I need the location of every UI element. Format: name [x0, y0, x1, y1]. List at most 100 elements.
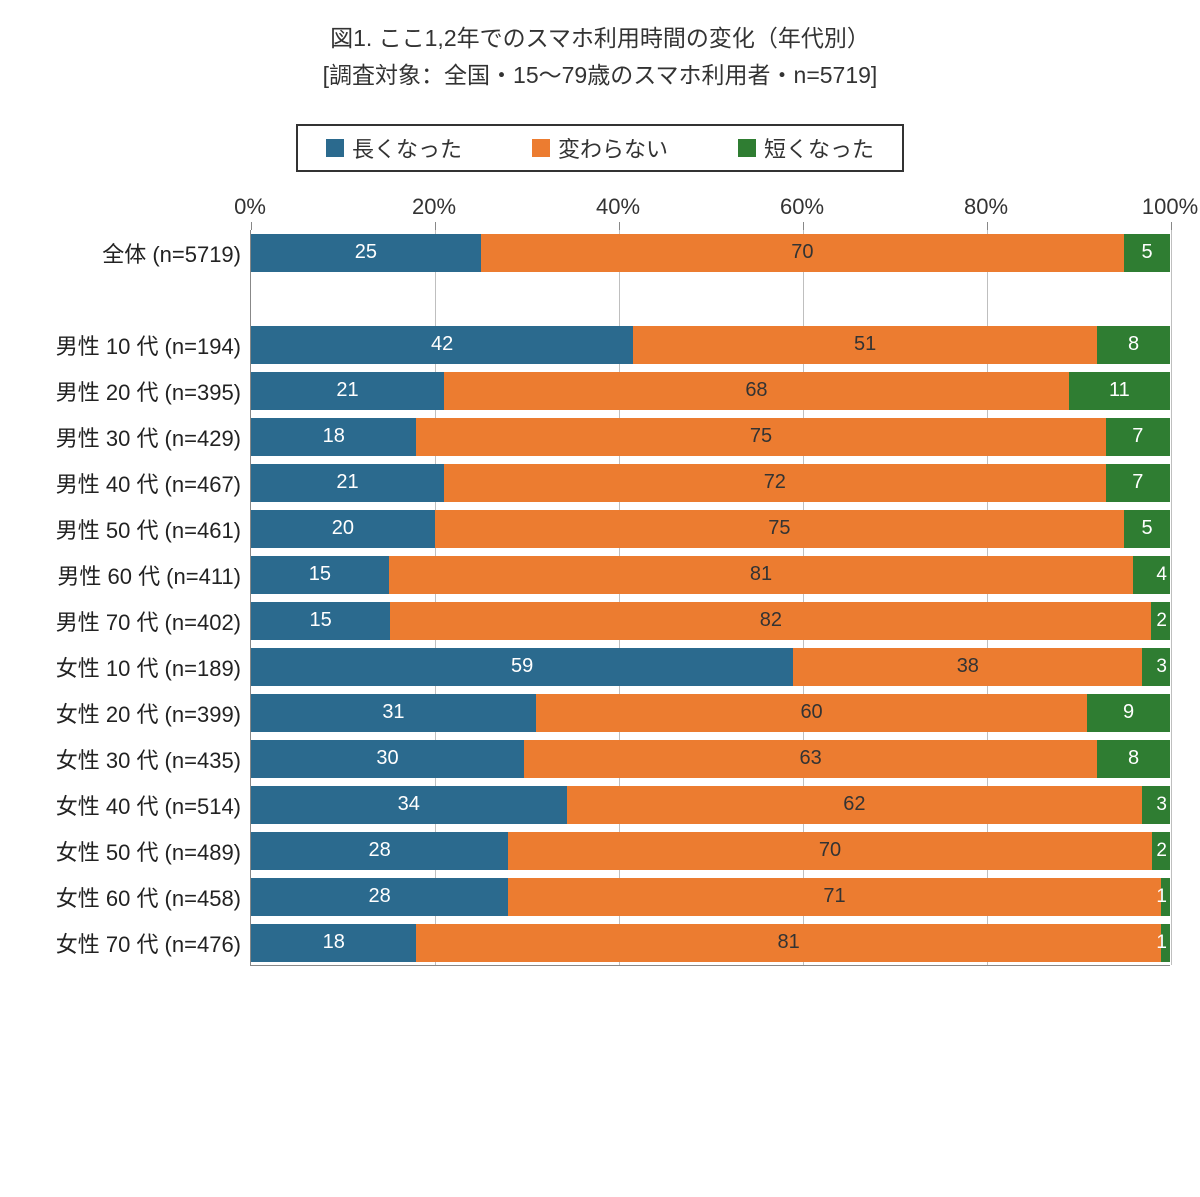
bar-segment: 2: [1151, 602, 1170, 640]
stacked-bar: 18811: [251, 924, 1170, 962]
bar-row: 女性 70 代 (n=476)18811: [251, 920, 1170, 966]
bar-row: 男性 60 代 (n=411)15814: [251, 552, 1170, 598]
bar-row: 女性 10 代 (n=189)59383: [251, 644, 1170, 690]
x-tick-label: 40%: [596, 194, 640, 220]
stacked-bar: 31609: [251, 694, 1170, 732]
bar-row: 女性 60 代 (n=458)28711: [251, 874, 1170, 920]
row-label: 男性 40 代 (n=467): [31, 467, 251, 499]
bar-segment: 9: [1087, 694, 1170, 732]
bar-segment: 21: [251, 372, 444, 410]
bar-row: 男性 40 代 (n=467)21727: [251, 460, 1170, 506]
bar-segment: 4: [1133, 556, 1170, 594]
bar-row: 女性 30 代 (n=435)30638: [251, 736, 1170, 782]
bar-segment: 21: [251, 464, 444, 502]
row-label: 女性 10 代 (n=189): [31, 651, 251, 683]
bar-segment: 68: [444, 372, 1069, 410]
bar-segment: 81: [416, 924, 1160, 962]
bar-segment: 30: [251, 740, 524, 778]
stacked-bar: 59383: [251, 648, 1170, 686]
stacked-bar: 34623: [251, 786, 1170, 824]
bar-segment: 7: [1106, 418, 1170, 456]
bar-row: 男性 70 代 (n=402)15822: [251, 598, 1170, 644]
legend-swatch: [738, 139, 756, 157]
bar-segment: 38: [793, 648, 1142, 686]
x-tick-label: 80%: [964, 194, 1008, 220]
bar-segment: 28: [251, 878, 508, 916]
legend-swatch: [532, 139, 550, 157]
x-tick-label: 0%: [234, 194, 266, 220]
row-label: 男性 70 代 (n=402): [31, 605, 251, 637]
bar-segment: 1: [1161, 924, 1170, 962]
row-spacer: [251, 276, 1170, 322]
bar-segment: 75: [416, 418, 1105, 456]
bar-segment: 18: [251, 924, 416, 962]
bar-segment: 70: [508, 832, 1151, 870]
stacked-bar: 15814: [251, 556, 1170, 594]
bar-segment: 51: [633, 326, 1097, 364]
bar-segment: 82: [390, 602, 1151, 640]
x-tick-label: 100%: [1142, 194, 1198, 220]
tick-mark: [987, 222, 988, 230]
row-label: 男性 20 代 (n=395): [31, 375, 251, 407]
bar-segment: 1: [1161, 878, 1170, 916]
row-label: 男性 30 代 (n=429): [31, 421, 251, 453]
bar-segment: 15: [251, 556, 389, 594]
bar-segment: 8: [1097, 740, 1170, 778]
bar-segment: 34: [251, 786, 567, 824]
bar-segment: 31: [251, 694, 536, 732]
row-label: 女性 20 代 (n=399): [31, 697, 251, 729]
bar-segment: 42: [251, 326, 633, 364]
row-label: 女性 40 代 (n=514): [31, 789, 251, 821]
bar-row: 男性 50 代 (n=461)20755: [251, 506, 1170, 552]
stacked-bar: 18757: [251, 418, 1170, 456]
bar-segment: 63: [524, 740, 1097, 778]
tick-mark: [1171, 222, 1172, 230]
bar-segment: 7: [1106, 464, 1170, 502]
row-label: 男性 10 代 (n=194): [31, 329, 251, 361]
bar-segment: 8: [1097, 326, 1170, 364]
bar-segment: 70: [481, 234, 1124, 272]
stacked-bar: 42518: [251, 326, 1170, 364]
bar-segment: 15: [251, 602, 390, 640]
bar-segment: 3: [1142, 786, 1170, 824]
legend-label: 短くなった: [764, 132, 874, 164]
gridline: [1171, 230, 1172, 965]
bar-segment: 62: [567, 786, 1143, 824]
bar-segment: 28: [251, 832, 508, 870]
chart-titles: 図1. ここ1,2年でのスマホ利用時間の変化（年代別） [調査対象：全国・15～…: [30, 20, 1170, 94]
bar-segment: 5: [1124, 234, 1170, 272]
bar-row: 全体 (n=5719)25705: [251, 230, 1170, 276]
bar-row: 男性 30 代 (n=429)18757: [251, 414, 1170, 460]
plot-area: 全体 (n=5719)25705男性 10 代 (n=194)42518男性 2…: [250, 230, 1170, 966]
bar-segment: 18: [251, 418, 416, 456]
legend-swatch: [326, 139, 344, 157]
bar-row: 女性 20 代 (n=399)31609: [251, 690, 1170, 736]
tick-mark: [435, 222, 436, 230]
bar-segment: 3: [1142, 648, 1170, 686]
row-label: 男性 50 代 (n=461): [31, 513, 251, 545]
row-label: 女性 60 代 (n=458): [31, 881, 251, 913]
row-label: 女性 70 代 (n=476): [31, 927, 251, 959]
bar-segment: 81: [389, 556, 1133, 594]
bar-row: 女性 50 代 (n=489)28702: [251, 828, 1170, 874]
stacked-bar: 15822: [251, 602, 1170, 640]
bar-segment: 25: [251, 234, 481, 272]
tick-mark: [251, 222, 252, 230]
bar-row: 女性 40 代 (n=514)34623: [251, 782, 1170, 828]
bar-segment: 5: [1124, 510, 1170, 548]
bar-segment: 2: [1152, 832, 1170, 870]
row-label: 男性 60 代 (n=411): [31, 559, 251, 591]
bar-segment: 75: [435, 510, 1124, 548]
stacked-bar: 28702: [251, 832, 1170, 870]
stacked-bar: 21727: [251, 464, 1170, 502]
legend-item: 変わらない: [532, 132, 668, 164]
row-label: 女性 30 代 (n=435): [31, 743, 251, 775]
legend-item: 短くなった: [738, 132, 874, 164]
stacked-bar: 216811: [251, 372, 1170, 410]
legend-label: 変わらない: [558, 132, 668, 164]
legend: 長くなった 変わらない 短くなった: [296, 124, 904, 172]
legend-item: 長くなった: [326, 132, 462, 164]
bar-segment: 72: [444, 464, 1106, 502]
bar-segment: 11: [1069, 372, 1170, 410]
chart-subtitle: [調査対象：全国・15～79歳のスマホ利用者・n=5719]: [30, 57, 1170, 94]
